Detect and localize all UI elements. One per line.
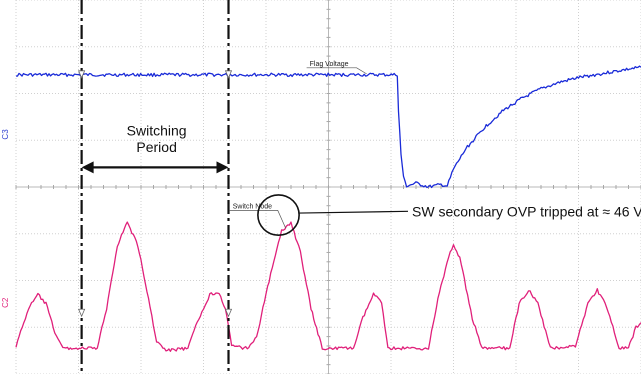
ovp-callout-line (299, 210, 409, 214)
traces: C3 C2 (1, 65, 641, 352)
period-arrow-head-left (81, 161, 94, 174)
grid (15, 0, 641, 374)
cursor-crossing-arrow (224, 70, 233, 79)
switching-period-label-line1: Switching (127, 123, 187, 139)
cursor-crossing-arrow (224, 308, 233, 318)
cursor-lines (78, 0, 233, 374)
cursor-crossing-arrow (78, 70, 86, 79)
switch-node-leader (229, 210, 287, 229)
switching-period-label-line2: Period (136, 139, 176, 155)
channel-marker-c2: C2 (1, 297, 10, 308)
cursor-crossing-arrow (78, 308, 86, 318)
switch-node-label: Switch Node (233, 203, 272, 210)
switch-node-trace (15, 221, 641, 352)
flag-voltage-trace (15, 65, 641, 189)
channel-marker-c3: C3 (1, 129, 10, 140)
flag-voltage-label: Flag Voltage (310, 61, 349, 68)
period-arrow-head-right (216, 161, 229, 174)
flag-voltage-leader (306, 67, 367, 75)
ovp-highlight-circle (257, 194, 300, 236)
ovp-callout-label: SW secondary OVP tripped at ≈ 46 V (412, 203, 641, 219)
